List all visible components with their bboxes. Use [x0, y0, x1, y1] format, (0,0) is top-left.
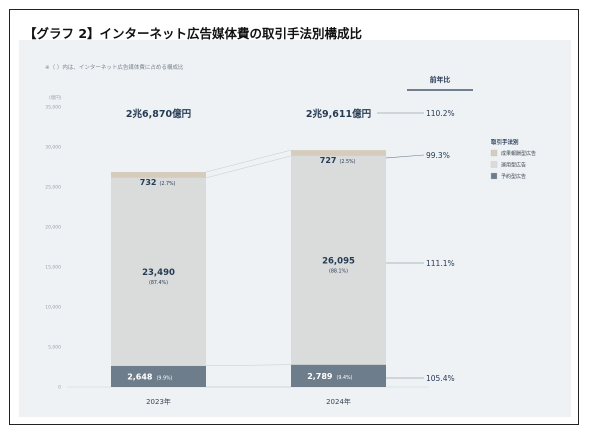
x-tick-label: 2024年	[326, 397, 351, 406]
share-label-yoyaku: (9.9%)	[157, 375, 173, 381]
y-tick-label: 20,000	[45, 225, 61, 231]
bar-segment-yoyaku	[291, 364, 386, 387]
total-label: 2兆9,611億円	[306, 108, 371, 120]
chart-panel: ※（ ）内は、インターネット広告媒体費に占める構成比 (億円) 0 5,000 10,0…	[19, 40, 571, 417]
share-label-unyo: (87.4%)	[149, 280, 168, 286]
value-label-unyo: 26,095	[322, 256, 355, 266]
x-tick-label: 2023年	[146, 397, 171, 406]
value-label-yoyaku: 2,789	[307, 372, 333, 381]
connector-line	[205, 155, 292, 179]
y-tick-label: 35,000	[45, 105, 61, 111]
share-label-seika: (2.7%)	[160, 181, 176, 187]
value-label-yoyaku: 2,648	[127, 372, 153, 381]
y-axis-label: (億円)	[49, 94, 62, 101]
bar-segment-seika	[111, 172, 206, 178]
bar-segment-unyo	[111, 177, 206, 366]
legend-item: 運用型広告	[501, 162, 526, 169]
yoy-yoyaku-value: 105.4%	[426, 374, 455, 383]
yoy-header: 前年比	[430, 75, 451, 84]
bar-segment-unyo	[291, 155, 386, 365]
bar-segment-seika	[291, 150, 386, 156]
value-label-unyo: 23,490	[142, 268, 175, 278]
legend-swatch	[490, 161, 498, 168]
connector-line	[205, 364, 292, 367]
yoy-seika-leader	[385, 154, 425, 159]
value-label-seika: 732	[140, 178, 157, 187]
y-tick-label: 10,000	[45, 305, 61, 311]
y-tick-label: 25,000	[45, 185, 61, 191]
share-label-unyo: (88.1%)	[329, 268, 348, 274]
legend-swatch	[490, 172, 498, 180]
yoy-seika-value: 99.3%	[426, 151, 450, 160]
legend-title: 取引手法別	[491, 138, 519, 146]
legend-item: 成果報酬型広告	[501, 150, 536, 157]
legend-swatch	[490, 149, 498, 157]
y-tick-label: 15,000	[45, 265, 61, 271]
figure-title: 【グラフ 2】インターネット広告媒体費の取引手法別構成比	[24, 26, 363, 41]
yoy-unyo-value: 111.1%	[426, 259, 455, 268]
value-label-seika: 727	[320, 156, 337, 165]
y-tick-label: 30,000	[45, 145, 61, 151]
connector-line	[205, 149, 292, 173]
legend-item: 予約型広告	[501, 173, 526, 180]
y-tick-label: 5,000	[48, 345, 61, 351]
yoy-total-value: 110.2%	[426, 109, 455, 118]
stacked-bar-chart: ※（ ）内は、インターネット広告媒体費に占める構成比 (億円) 0 5,000 10,0…	[45, 63, 536, 406]
share-label-seika: (2.5%)	[340, 159, 356, 165]
bar-segment-yoyaku	[111, 365, 206, 387]
share-label-yoyaku: (9.4%)	[337, 375, 353, 381]
total-label: 2兆6,870億円	[126, 108, 191, 120]
chart-note: ※（ ）内は、インターネット広告媒体費に占める構成比	[45, 63, 184, 71]
y-tick-label: 0	[58, 385, 61, 391]
